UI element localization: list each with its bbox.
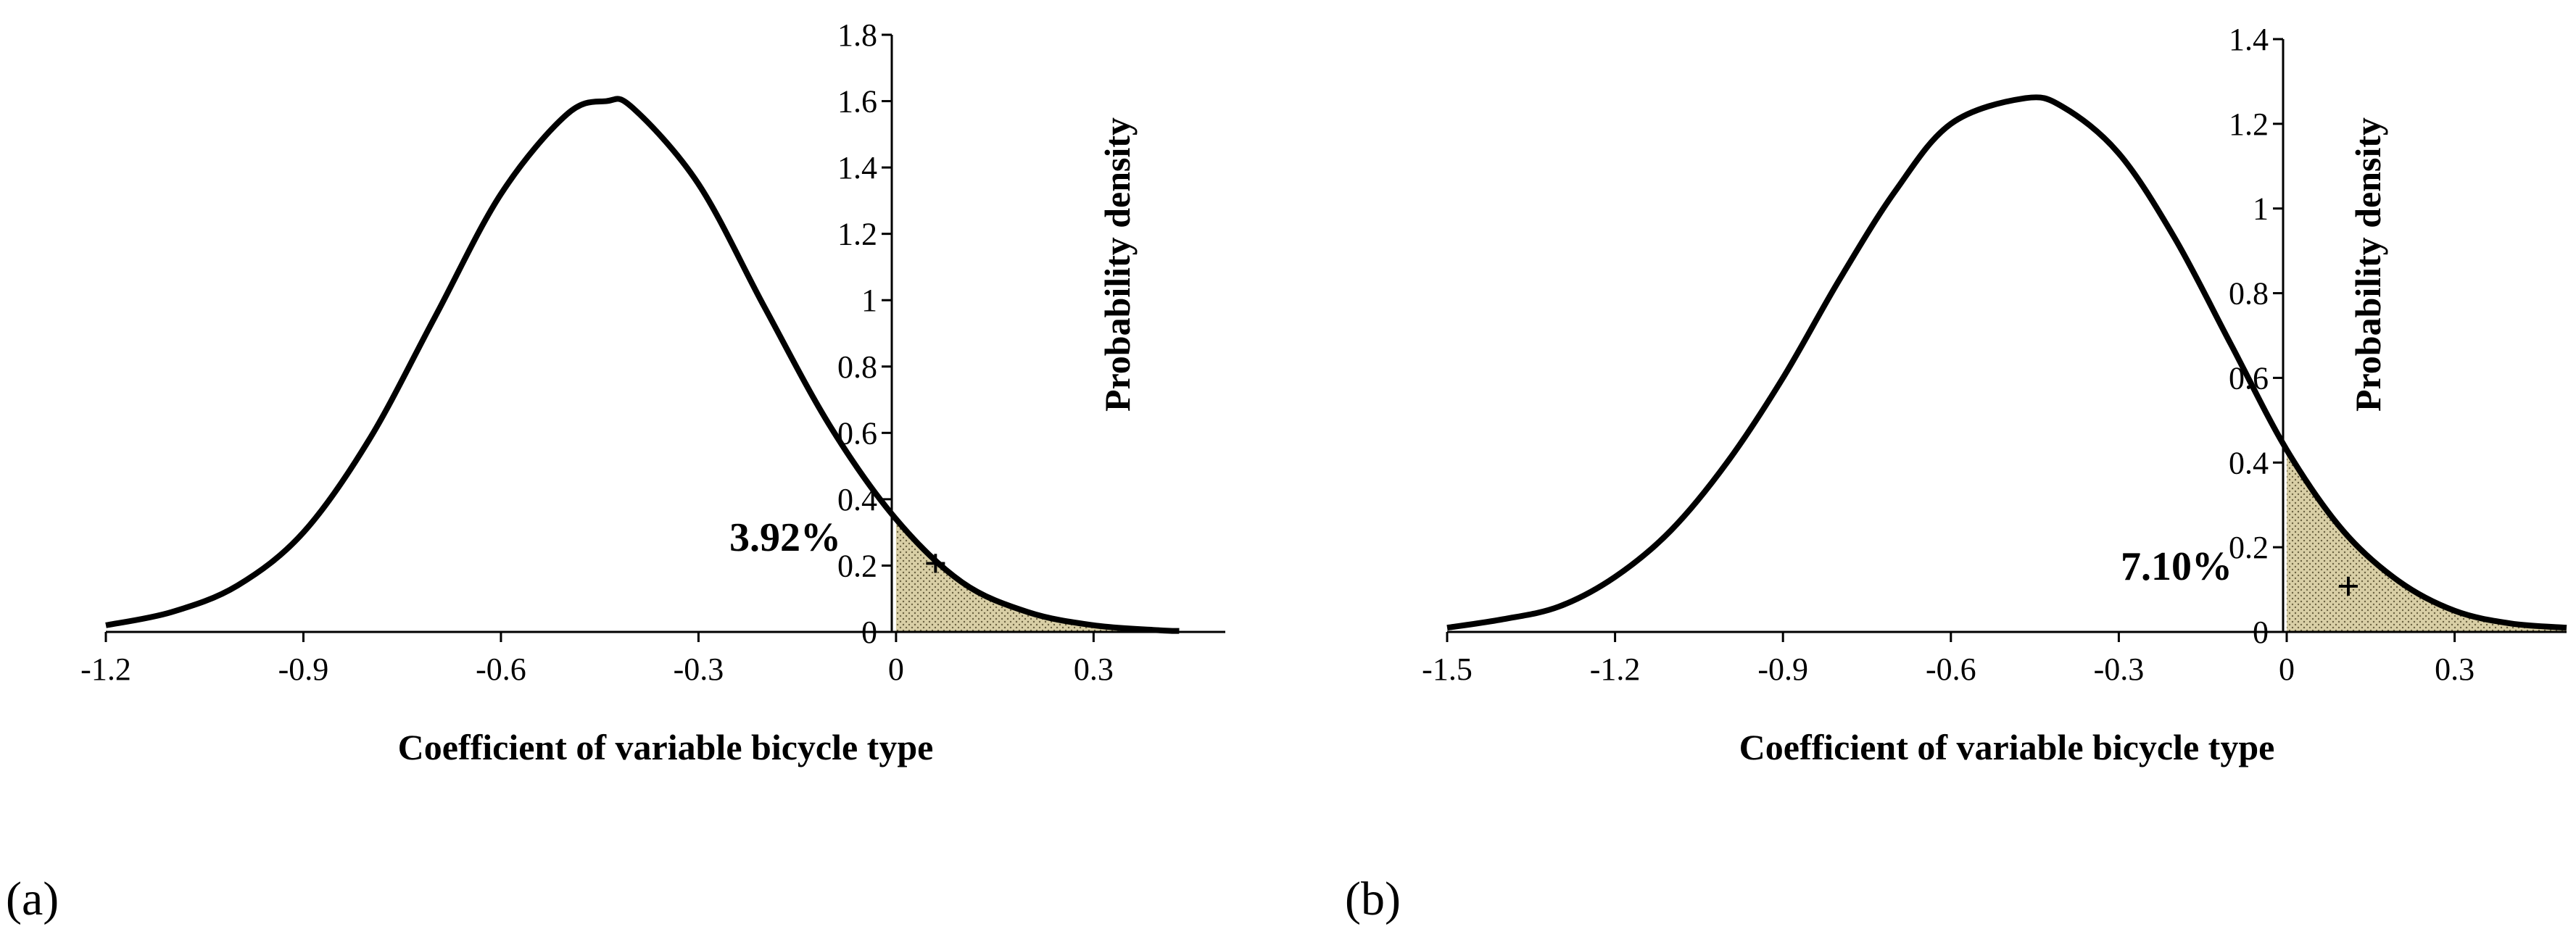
x-tick-label: -0.3: [674, 651, 724, 687]
y-tick-label: 0.4: [2229, 445, 2269, 480]
density-curve: [1446, 94, 2567, 631]
chart-panel-b: Coefficient of variable bicycle type Pro…: [1345, 22, 2567, 925]
y-tick-label: 1.6: [837, 84, 877, 120]
y-tick-label: 1.4: [837, 150, 877, 186]
y-tick-label: 0.2: [837, 548, 877, 583]
x-tick-label: -0.3: [2094, 651, 2145, 687]
density-curve: [105, 96, 1180, 634]
y-tick-label: 1: [2253, 191, 2269, 227]
y-tick-label: 0.2: [2229, 530, 2269, 565]
probability-annotation: 3.92%: [729, 515, 841, 560]
plus-marker: +: [924, 541, 947, 586]
shaded-tail-area: [2287, 449, 2567, 632]
y-axis-title: Probability density: [1097, 117, 1138, 412]
y-tick-label: 1.2: [2229, 107, 2269, 142]
x-axis-title: Coefficient of variable bicycle type: [1739, 727, 2275, 767]
x-tick-label: -0.6: [1926, 651, 1976, 687]
y-tick-label: 1: [861, 283, 877, 318]
y-tick-label: 1.4: [2229, 22, 2269, 57]
x-tick-label: -0.9: [278, 651, 329, 687]
x-axis-title: Coefficient of variable bicycle type: [398, 727, 934, 767]
y-tick-label: 1.2: [837, 217, 877, 252]
x-tick-label: 0.3: [2435, 651, 2474, 687]
y-tick-label: 0: [861, 615, 877, 650]
x-tick-label: -0.9: [1757, 651, 1808, 687]
shaded-tail-area: [895, 519, 1180, 632]
x-tick-label: -1.2: [1590, 651, 1641, 687]
x-tick-label: 0: [2279, 651, 2295, 687]
x-tick-label: 0: [888, 651, 904, 687]
y-tick-label: 1.8: [837, 17, 877, 53]
chart-panel-a: Coefficient of variable bicycle type Pro…: [6, 17, 1225, 925]
y-axis-title: Probability density: [2348, 117, 2388, 412]
x-tick-label: -1.2: [80, 651, 131, 687]
panel-label: (b): [1345, 873, 1401, 925]
x-tick-label: -1.5: [1422, 651, 1473, 687]
plus-marker: +: [2337, 565, 2360, 609]
y-tick-label: 0.8: [837, 349, 877, 385]
y-tick-label: 0.8: [2229, 276, 2269, 312]
probability-annotation: 7.10%: [2121, 544, 2232, 589]
y-tick-label: 0: [2253, 615, 2269, 650]
x-tick-label: 0.3: [1074, 651, 1114, 687]
x-tick-label: -0.6: [476, 651, 526, 687]
panel-label: (a): [6, 873, 59, 925]
